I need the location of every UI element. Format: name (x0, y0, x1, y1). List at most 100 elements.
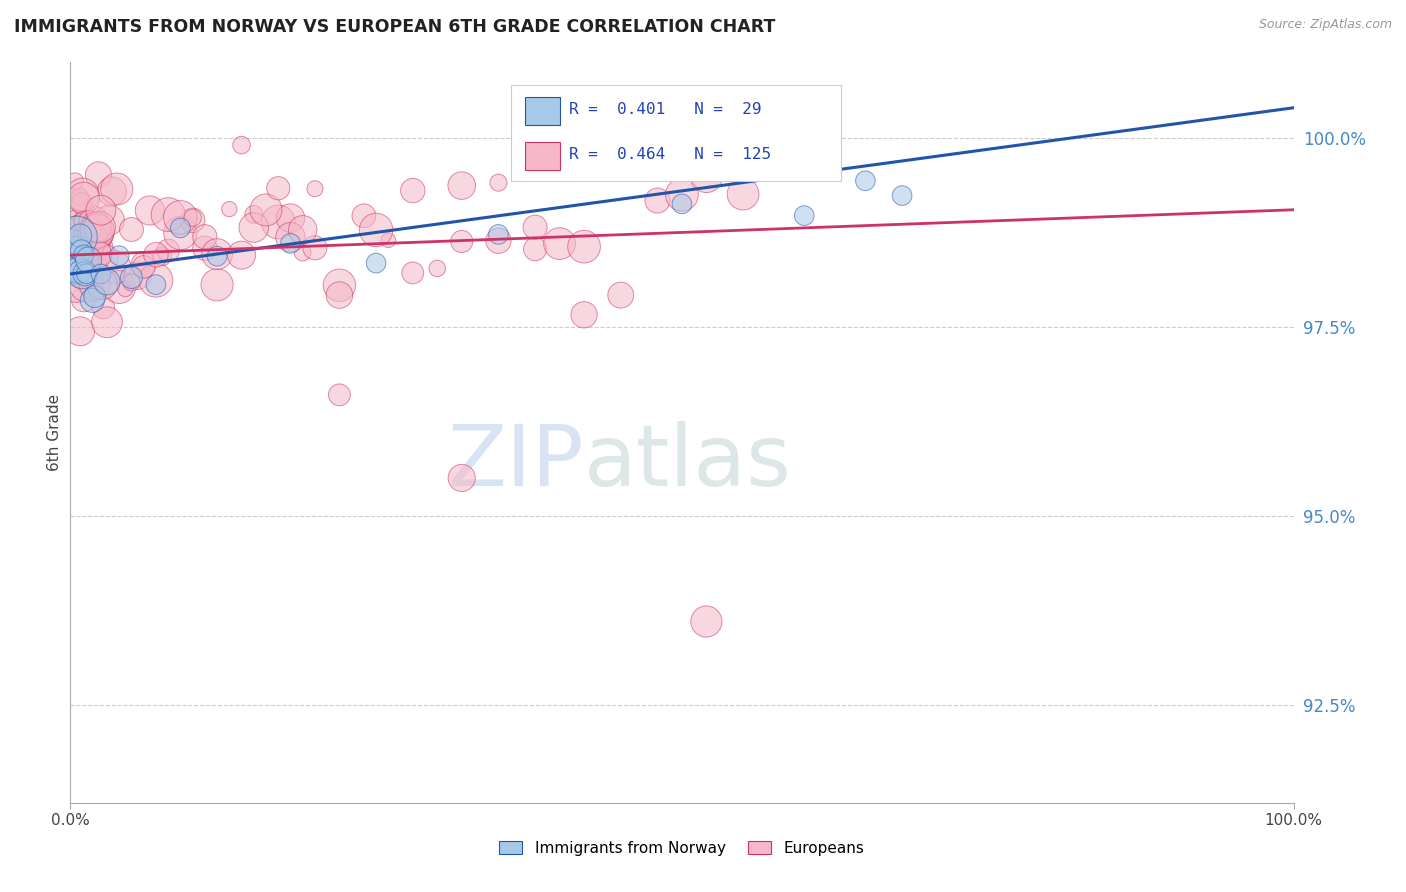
Point (96, 315, 118, 329)
Point (84, 262, 107, 277)
Point (83, 289, 105, 303)
Point (79, 227, 101, 241)
Point (77, 272, 100, 286)
Text: atlas: atlas (583, 421, 792, 504)
Point (328, 388, 350, 402)
Point (72, 243, 94, 257)
Point (243, 207, 266, 221)
Point (66, 246, 89, 260)
Point (267, 181, 290, 195)
Point (103, 260, 125, 274)
Point (86, 224, 108, 238)
Point (72, 228, 94, 243)
Point (157, 208, 180, 222)
Point (671, 197, 693, 211)
Point (231, 138, 253, 153)
Point (328, 288, 350, 302)
Point (105, 182, 128, 196)
Point (402, 184, 425, 198)
Y-axis label: 6th Grade: 6th Grade (46, 394, 62, 471)
Point (66, 249, 89, 263)
Point (65, 281, 87, 295)
Point (218, 202, 240, 216)
Point (402, 266, 425, 280)
Point (450, 178, 472, 193)
Point (73, 260, 96, 275)
Point (139, 203, 162, 218)
Point (254, 202, 277, 217)
Point (169, 211, 191, 225)
Point (353, 209, 375, 223)
Point (90, 267, 112, 281)
Point (83, 230, 105, 244)
Point (328, 278, 350, 293)
Point (79, 256, 101, 270)
Point (488, 234, 510, 248)
Point (80, 259, 103, 273)
Point (89, 220, 111, 235)
Point (70, 244, 93, 258)
Point (75, 223, 97, 237)
Point (83, 239, 105, 253)
Point (72, 187, 94, 202)
Point (426, 261, 449, 276)
Point (69, 228, 91, 243)
Point (86, 241, 108, 255)
Point (121, 276, 143, 290)
Point (733, 187, 755, 202)
Point (82, 271, 104, 285)
Point (366, 223, 388, 237)
Point (75, 268, 97, 283)
Point (695, 169, 717, 184)
Point (108, 249, 131, 263)
Point (280, 211, 302, 226)
Point (67, 216, 90, 230)
Point (82, 293, 104, 308)
Point (610, 288, 633, 302)
Point (101, 185, 124, 199)
Point (205, 277, 228, 292)
Point (80, 247, 103, 261)
Point (63, 174, 86, 188)
Point (304, 241, 326, 255)
Point (366, 256, 388, 270)
Point (108, 280, 131, 294)
Point (855, 174, 877, 188)
Point (647, 194, 669, 208)
Point (450, 235, 472, 249)
Point (291, 223, 314, 237)
Point (75, 278, 97, 293)
Point (243, 220, 266, 235)
Point (181, 211, 204, 225)
Point (150, 249, 173, 263)
Point (65, 199, 87, 213)
FancyBboxPatch shape (510, 85, 841, 181)
Point (66, 263, 89, 277)
Point (304, 182, 326, 196)
Point (267, 215, 290, 229)
Point (83, 244, 105, 259)
Point (194, 229, 217, 244)
Point (90, 203, 112, 218)
Point (93, 251, 115, 265)
Point (194, 241, 217, 255)
Point (70, 220, 93, 235)
Point (67, 263, 90, 277)
Text: R =  0.464   N =  125: R = 0.464 N = 125 (569, 147, 772, 161)
Point (70, 249, 93, 263)
Point (169, 226, 191, 240)
Point (69, 324, 91, 338)
Point (69, 248, 91, 262)
Point (82, 238, 104, 252)
Point (73, 263, 96, 277)
Point (377, 233, 399, 247)
Point (63, 261, 86, 276)
Point (63, 249, 86, 263)
Point (145, 273, 167, 287)
Point (793, 209, 815, 223)
Bar (526, 142, 560, 169)
Point (65, 235, 87, 249)
Point (145, 248, 167, 262)
Point (91, 277, 114, 292)
Point (63, 250, 86, 264)
